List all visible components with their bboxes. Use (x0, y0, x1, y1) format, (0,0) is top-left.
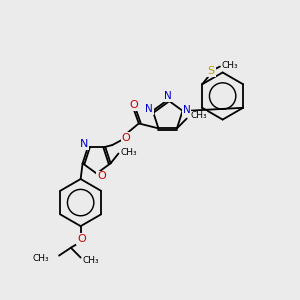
Text: N: N (80, 139, 88, 149)
Text: N: N (145, 104, 153, 114)
Text: N: N (164, 91, 172, 101)
Text: O: O (122, 133, 130, 143)
Text: CH₃: CH₃ (120, 148, 137, 157)
Text: S: S (208, 67, 214, 76)
Text: CH₃: CH₃ (82, 256, 99, 265)
Text: O: O (130, 100, 138, 110)
Text: CH₃: CH₃ (190, 111, 207, 120)
Text: N: N (183, 105, 190, 115)
Text: CH₃: CH₃ (33, 254, 49, 263)
Text: CH₃: CH₃ (222, 61, 238, 70)
Text: O: O (97, 171, 106, 182)
Text: O: O (77, 234, 86, 244)
